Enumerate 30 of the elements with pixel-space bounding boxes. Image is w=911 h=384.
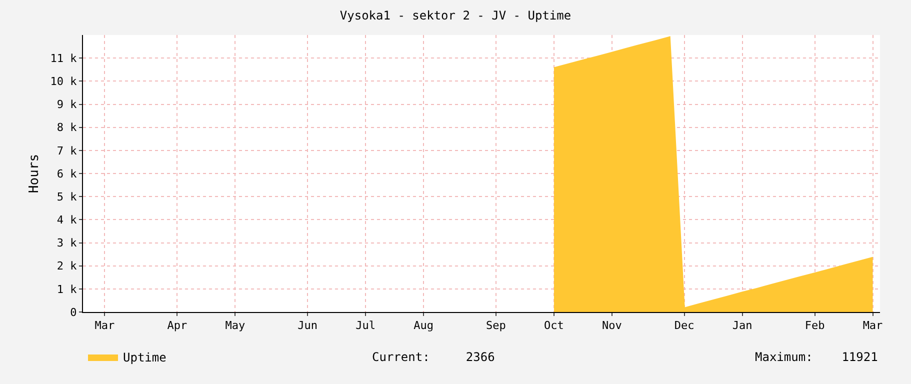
y-tick-label: 11 k — [50, 52, 78, 65]
y-tick-label: 5 k — [56, 190, 78, 204]
y-tick-label: 0 — [70, 306, 77, 319]
text: Maximum: 11921 — [755, 350, 878, 364]
x-tick-label: Dec — [674, 319, 694, 332]
x-tick-label: May — [225, 319, 246, 332]
y-tick-label: 3 k — [56, 236, 78, 250]
x-tick-label: Feb — [804, 319, 825, 332]
x-tick-label: Aug — [414, 319, 434, 332]
y-tick-label: 1 k — [56, 282, 78, 296]
legend-label: Uptime — [123, 350, 166, 365]
y-tick-label: 4 k — [56, 214, 78, 227]
x-tick-label: Apr — [167, 319, 188, 332]
y-axis-title: Hours — [27, 154, 42, 194]
x-tick-label: Mar — [94, 319, 116, 332]
text: Current: 2366 — [372, 350, 495, 364]
chart-title: Vysoka1 - sektor 2 - JV - Uptime — [340, 8, 572, 23]
y-tick-label: 9 k — [56, 98, 78, 112]
y-tick-label: 8 k — [56, 121, 78, 134]
x-tick-label: Jun — [298, 319, 318, 332]
x-tick-label: Jul — [356, 319, 376, 332]
x-tick-label: Sep — [486, 319, 506, 332]
x-tick-label: Jan — [732, 319, 752, 332]
y-tick-label: 6 k — [56, 167, 78, 180]
x-tick-label: Nov — [602, 319, 622, 332]
x-tick-label: Oct — [544, 319, 564, 332]
y-tick-label: 7 k — [56, 144, 78, 158]
y-tick-label: 10 k — [50, 75, 78, 88]
y-tick-label: 2 k — [56, 260, 78, 273]
x-tick-label: Mar — [862, 319, 884, 332]
